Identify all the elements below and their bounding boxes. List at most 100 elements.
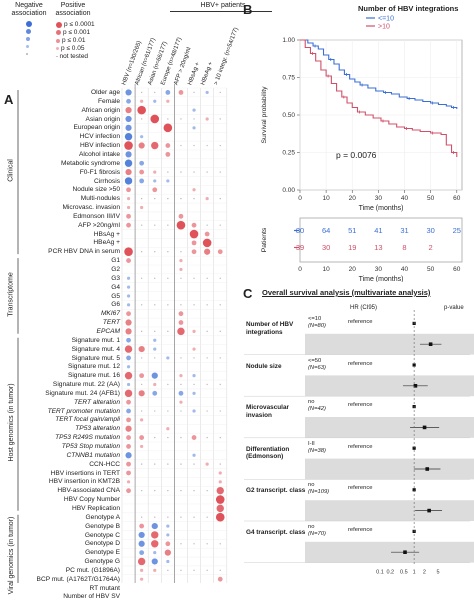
forest-row-shade: [305, 500, 474, 521]
not-tested-dot: [167, 197, 169, 200]
association-dot-negative: [124, 177, 133, 185]
association-dot-positive: [153, 170, 157, 174]
association-dot-positive: [165, 541, 171, 547]
association-dot-negative: [166, 559, 170, 564]
row-label: RT mutant: [89, 584, 120, 592]
km-ytick-label: 1.00: [282, 37, 295, 44]
not-tested-dot: [154, 516, 156, 518]
not-tested-dot: [180, 436, 182, 439]
km-ytick-label: 0.25: [282, 150, 295, 157]
association-dot-positive: [140, 444, 144, 449]
forest-header-p: p-value: [444, 305, 464, 311]
km-ytick-label: 0.50: [282, 112, 295, 119]
row-label: AFP >20ng/ml: [78, 221, 120, 229]
legend-row-negative: [26, 29, 33, 34]
forest-hr: reference: [348, 319, 373, 325]
forest-xtick-label: 0.1: [376, 570, 384, 576]
forest-xtick-label: 1: [413, 570, 416, 576]
legend-label: p ≤ 0.01: [62, 37, 86, 44]
association-dot-negative: [125, 151, 132, 158]
row-label: Female: [98, 97, 120, 105]
association-dot-negative: [126, 276, 131, 280]
forest-n: (N=80): [308, 323, 326, 329]
association-dot-negative: [151, 558, 158, 565]
not-tested-dot: [219, 436, 221, 439]
association-dot-positive: [151, 531, 159, 539]
not-tested-dot: [180, 569, 182, 572]
not-tested-dot: [193, 383, 195, 386]
legend-label: p ≤ 0.0001: [64, 21, 95, 28]
association-dot-positive: [139, 435, 145, 440]
association-dot-negative: [140, 135, 144, 139]
km-xtick-label: 50: [427, 195, 435, 202]
association-dot-positive: [176, 220, 186, 230]
not-tested-dot: [167, 410, 169, 412]
hbv-header-rule: [170, 11, 272, 12]
row-label: EPCAM: [96, 327, 120, 335]
legend-negative-dot: [26, 21, 32, 27]
not-tested-dot: [154, 357, 156, 359]
not-tested-dot: [219, 91, 221, 94]
legend-negative-dot: [26, 45, 29, 48]
association-dot-positive: [166, 99, 170, 103]
association-dot-negative: [165, 90, 171, 95]
legend-row-negative: [26, 37, 32, 41]
not-tested-dot: [193, 357, 195, 359]
association-dot-negative: [126, 337, 131, 343]
association-dot-positive: [153, 382, 157, 387]
association-dot-positive: [138, 345, 145, 353]
risk-count: 80: [296, 226, 304, 235]
risk-count: 39: [296, 243, 304, 252]
forest-level: <=10: [308, 316, 322, 322]
km-xtick-label: 10: [323, 195, 331, 202]
not-tested-dot: [167, 383, 169, 386]
row-label: HCV infection: [79, 133, 120, 141]
association-dot-positive: [140, 577, 144, 581]
association-dot-negative: [126, 303, 131, 307]
row-label: Cirrhosis: [93, 177, 120, 185]
association-dot-positive: [126, 444, 131, 449]
not-tested-dot: [206, 304, 208, 306]
association-dot-positive: [165, 151, 171, 157]
forest-hr: reference: [348, 360, 373, 367]
km-legend-label: >10: [378, 24, 390, 31]
association-dot-negative: [125, 115, 132, 123]
association-dot-positive: [179, 258, 183, 263]
not-tested-dot: [140, 516, 143, 518]
forest-reference-mark: [412, 488, 416, 492]
not-tested-dot: [193, 197, 195, 200]
association-dot-negative: [139, 160, 145, 166]
association-dot-negative: [124, 132, 133, 141]
panel-c-letter: C: [243, 286, 253, 301]
row-label: Nodule size >50: [72, 186, 120, 194]
risk-count: 64: [322, 226, 330, 235]
forest-group-label: Nodule size: [246, 362, 282, 370]
association-dot-positive: [138, 390, 145, 397]
row-label: Genotype D: [84, 540, 120, 548]
association-dot-positive: [126, 480, 131, 484]
not-tested-dot: [180, 383, 182, 386]
association-dot-positive: [218, 471, 222, 475]
km-curve: [300, 39, 458, 109]
row-label: G3: [111, 274, 120, 282]
not-tested-dot: [219, 569, 221, 572]
association-dot-positive: [191, 240, 197, 246]
association-dot-negative: [151, 522, 158, 530]
row-label: TP53 R249S mutation: [55, 434, 120, 442]
not-tested-dot: [154, 197, 156, 200]
association-dot-positive: [139, 373, 145, 379]
not-tested-dot: [167, 251, 169, 253]
row-label: F0-F1 fibrosis: [79, 168, 120, 176]
not-tested-dot: [154, 251, 156, 253]
forest-level: <=50: [308, 357, 322, 364]
forest-group-label: Number of HBV integrations: [246, 321, 294, 336]
association-dot-negative: [124, 159, 133, 167]
not-tested-dot: [167, 171, 169, 173]
association-dot-positive: [217, 249, 223, 255]
association-dot-positive: [153, 568, 157, 572]
not-tested-dot: [206, 543, 208, 545]
row-label: European origin: [73, 124, 120, 132]
association-dot-negative: [153, 338, 157, 342]
forest-level: no: [308, 482, 315, 489]
forest-group-label: G4 transcript. class: [246, 529, 306, 536]
